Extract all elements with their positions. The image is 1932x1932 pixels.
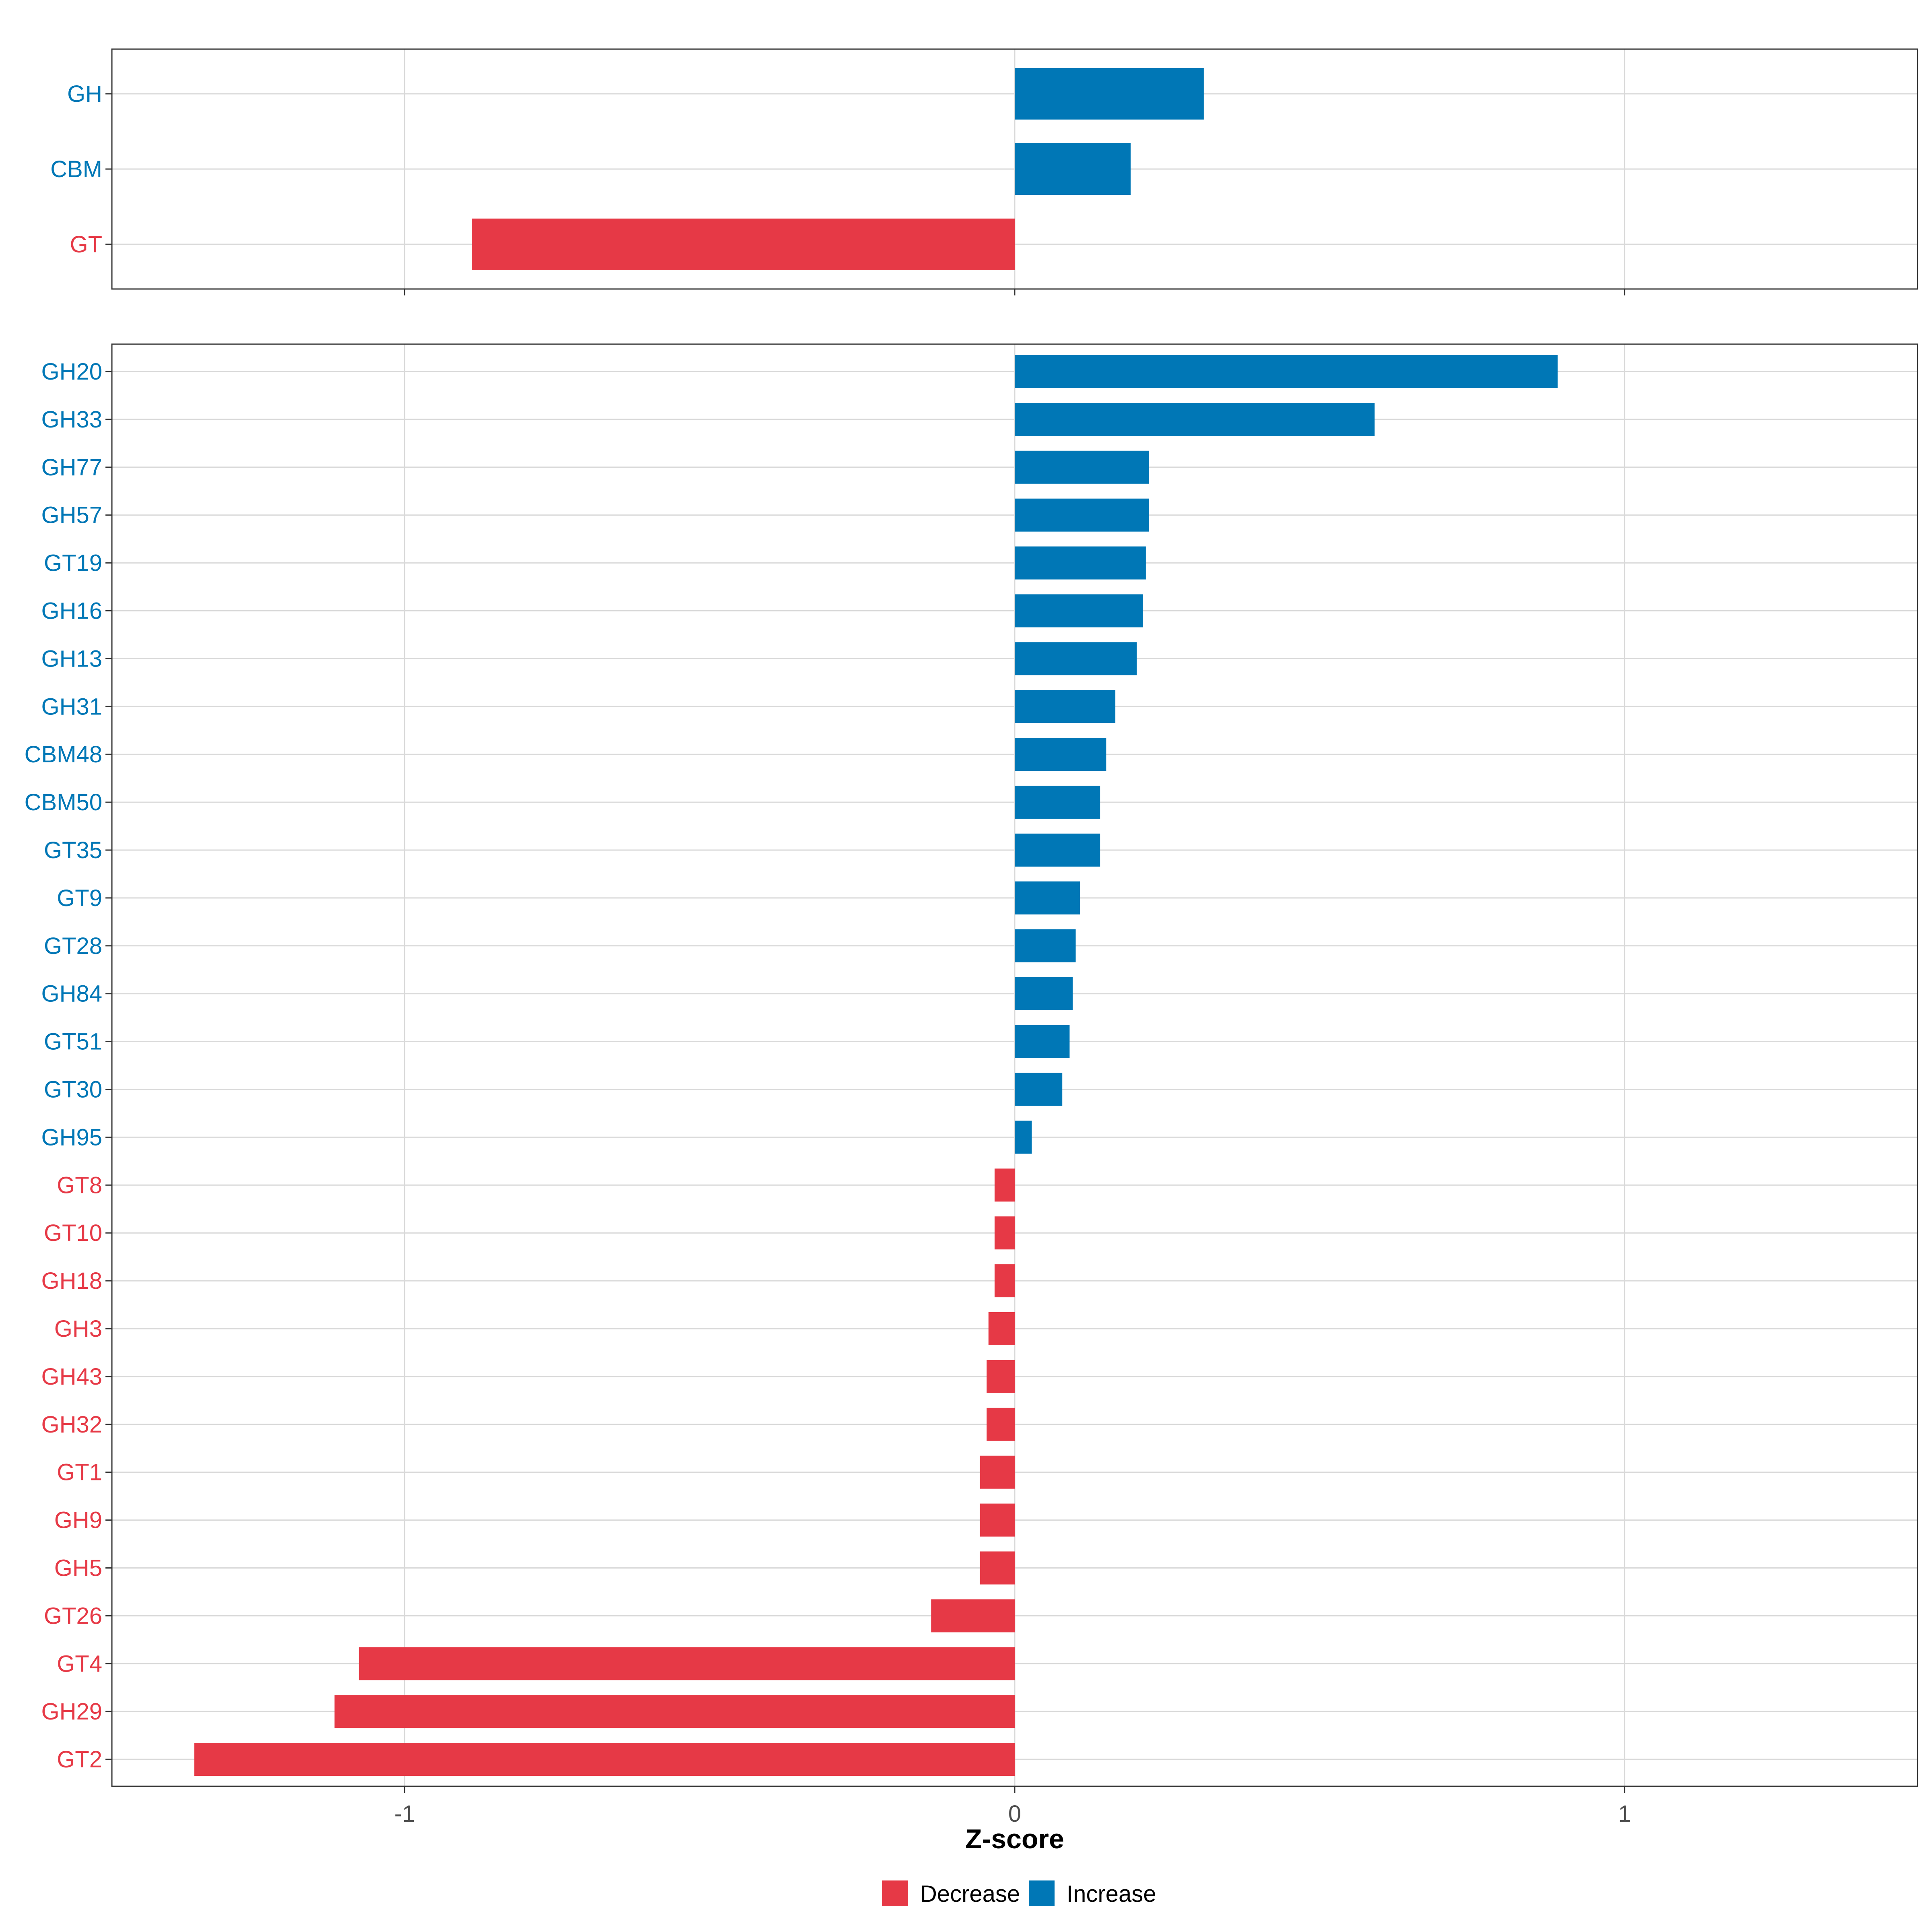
category-label-GT10: GT10 — [44, 1220, 102, 1246]
bar-GH — [1015, 68, 1204, 120]
category-label-CBM: CBM — [50, 156, 102, 182]
bar-GH13 — [1015, 642, 1137, 675]
bar-GT10 — [994, 1216, 1015, 1250]
bar-GT — [472, 219, 1015, 270]
category-label-GH13: GH13 — [41, 646, 102, 672]
category-label-GT28: GT28 — [44, 933, 102, 959]
category-label-GH32: GH32 — [41, 1412, 102, 1438]
category-label-GT35: GT35 — [44, 837, 102, 863]
bar-GH57 — [1015, 498, 1149, 532]
bar-GT51 — [1015, 1025, 1070, 1058]
bar-GH84 — [1015, 977, 1073, 1010]
bar-GT26 — [931, 1599, 1015, 1633]
category-label-GH20: GH20 — [41, 359, 102, 385]
category-label-GH3: GH3 — [54, 1316, 102, 1342]
bar-GH3 — [988, 1312, 1015, 1345]
bar-GH77 — [1015, 450, 1149, 484]
x-axis-title: Z-score — [965, 1824, 1064, 1854]
category-label-GH16: GH16 — [41, 598, 102, 624]
top-panel-bars — [472, 68, 1204, 270]
bar-GT28 — [1015, 929, 1076, 962]
category-label-GH31: GH31 — [41, 694, 102, 720]
bar-GH9 — [980, 1503, 1015, 1537]
legend-swatch-decrease — [882, 1880, 908, 1906]
category-label-GH57: GH57 — [41, 502, 102, 528]
category-label-GH18: GH18 — [41, 1268, 102, 1294]
category-label-GH77: GH77 — [41, 454, 102, 481]
category-label-GT30: GT30 — [44, 1077, 102, 1103]
bar-GH29 — [334, 1695, 1015, 1728]
bar-GH43 — [987, 1360, 1015, 1393]
category-label-GT4: GT4 — [57, 1651, 102, 1677]
top-panel: GH CBM GT — [50, 48, 1918, 295]
x-axis-tick-labels: -1 0 1 — [394, 1801, 1631, 1827]
category-label-GH: GH — [67, 81, 102, 107]
category-label-GH84: GH84 — [41, 981, 102, 1007]
bar-GH18 — [994, 1264, 1015, 1298]
category-label-GT19: GT19 — [44, 550, 102, 576]
bar-GH31 — [1015, 690, 1116, 723]
category-label-CBM48: CBM48 — [25, 741, 102, 768]
bar-GT1 — [980, 1455, 1015, 1489]
category-label-GT8: GT8 — [57, 1172, 102, 1198]
category-label-GH95: GH95 — [41, 1124, 102, 1150]
bar-CBM48 — [1015, 738, 1106, 771]
bar-GT19 — [1015, 546, 1146, 580]
category-label-GT9: GT9 — [57, 885, 102, 911]
bar-GT8 — [994, 1168, 1015, 1202]
bar-CBM50 — [1015, 786, 1100, 819]
category-label-GT2: GT2 — [57, 1746, 102, 1773]
bar-GH95 — [1015, 1121, 1032, 1154]
bar-CBM — [1015, 143, 1131, 195]
legend: Decrease Increase — [882, 1880, 1156, 1907]
category-label-GT: GT — [70, 231, 102, 258]
bar-GH16 — [1015, 594, 1143, 627]
category-label-GT51: GT51 — [44, 1029, 102, 1055]
x-tick-label-2: 1 — [1618, 1801, 1631, 1827]
bar-GT2 — [194, 1743, 1015, 1776]
top-panel-ticks — [105, 93, 1626, 295]
bar-GT35 — [1015, 834, 1100, 867]
category-label-GH43: GH43 — [41, 1364, 102, 1390]
category-label-GH9: GH9 — [54, 1507, 102, 1534]
bar-GH20 — [1015, 355, 1558, 388]
legend-swatch-increase — [1029, 1880, 1055, 1906]
legend-label-increase: Increase — [1067, 1881, 1156, 1907]
bar-GH32 — [987, 1408, 1015, 1441]
category-label-CBM50: CBM50 — [25, 789, 102, 815]
bottom-panel: GH20GH33GH77GH57GT19GH16GH13GH31CBM48CBM… — [25, 343, 1918, 1827]
bottom-panel-bars — [194, 355, 1558, 1776]
top-panel-category-labels: GH CBM GT — [50, 81, 102, 258]
bar-GH33 — [1015, 402, 1375, 436]
legend-label-decrease: Decrease — [920, 1881, 1020, 1907]
bar-GT4 — [359, 1647, 1015, 1680]
bottom-panel-ticks — [105, 371, 1626, 1793]
bar-GH5 — [980, 1551, 1015, 1585]
category-label-GH33: GH33 — [41, 407, 102, 433]
category-label-GH29: GH29 — [41, 1699, 102, 1725]
bar-GT9 — [1015, 881, 1080, 914]
category-label-GT1: GT1 — [57, 1459, 102, 1486]
category-label-GH5: GH5 — [54, 1555, 102, 1581]
category-label-GT26: GT26 — [44, 1603, 102, 1629]
x-tick-label-1: 0 — [1008, 1801, 1021, 1827]
bottom-panel-category-labels: GH20 GH33 GH77 GH57 GT19 GH16 GH13 GH31 CBM48 CBM… — [25, 359, 102, 1773]
bar-GT30 — [1015, 1073, 1063, 1106]
x-tick-label-0: -1 — [394, 1801, 415, 1827]
